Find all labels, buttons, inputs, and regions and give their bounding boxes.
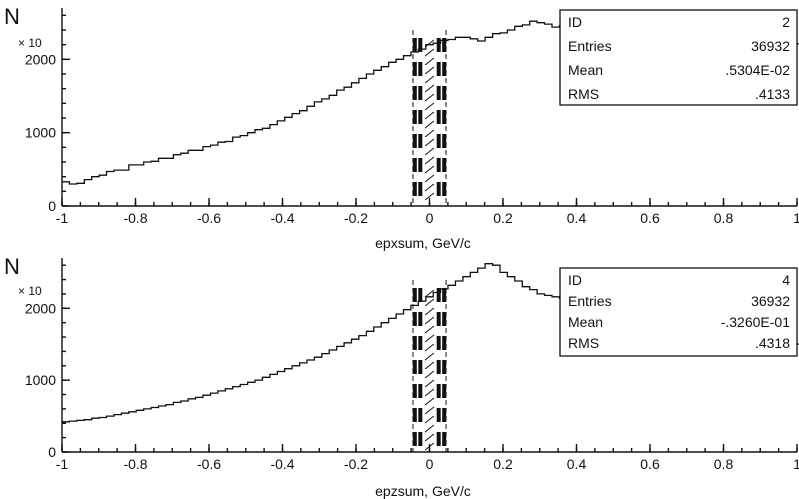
cut-window-hatch (424, 370, 435, 379)
x-tick-label: 0.2 (493, 456, 513, 472)
cut-window-hatch (424, 138, 435, 147)
cut-window-hatch (424, 48, 435, 57)
x-tick-label: 0.2 (493, 210, 513, 226)
stats-rms-label: RMS (568, 335, 599, 351)
plot-area: -1 -0.8 -0.6 -0.4 -0.2 0 0.2 0.4 0.6 0.8 1 0 1000 200… (25, 258, 799, 472)
cut-window-hatch (424, 183, 435, 192)
cut-window-hatch (424, 325, 435, 334)
y-tick-label: 1000 (25, 372, 56, 388)
stats-mean-label: Mean (568, 62, 603, 78)
y-multiplier-label: × 10 (18, 284, 42, 298)
histogram-panel-epzsum: N × 10 -1 -0.8 -0.6 -0.4 -0.2 0 0.2 0.4 0.6 0.8 10… (4, 254, 799, 499)
x-tick-label: 1 (793, 456, 799, 472)
stats-rms-value: .4133 (755, 86, 790, 102)
stats-id-label: ID (568, 272, 582, 288)
cut-window-hatch (424, 39, 435, 48)
x-axis-label: epxsum, GeV/c (375, 235, 471, 251)
x-tick-label: -0.4 (270, 210, 294, 226)
y-axis-label: N (4, 254, 20, 279)
cut-window-hatch (424, 406, 435, 415)
x-tick-label: -1 (56, 210, 69, 226)
stats-box-frame (559, 267, 798, 357)
cut-window-hatch (424, 57, 435, 66)
x-tick-label: 0.4 (567, 210, 587, 226)
x-tick-label: 0.6 (640, 210, 660, 226)
cut-window-hatch (424, 361, 435, 370)
y-axis-label: N (4, 4, 20, 29)
x-tick-label: -0.8 (123, 456, 147, 472)
cut-window-hatch (424, 120, 435, 129)
cut-window-hatch (424, 343, 435, 352)
x-tick-label: -1 (56, 456, 69, 472)
y-tick-label: 0 (48, 444, 56, 460)
x-tick-label: 1 (793, 210, 799, 226)
stats-rms-value: .4318 (755, 335, 790, 351)
y-tick-label: 1000 (25, 125, 56, 141)
stats-mean-label: Mean (568, 314, 603, 330)
stats-entries-label: Entries (568, 293, 612, 309)
cut-window-hatch (424, 93, 435, 102)
stats-box: ID 4 Entries 36932 Mean -.3260E-01 RMS .… (559, 267, 798, 357)
cut-window-hatch (424, 84, 435, 93)
x-tick-label: 0.8 (714, 456, 734, 472)
cut-window-hatch (424, 397, 435, 406)
cut-window-hatch (424, 165, 435, 174)
cut-window-hatch (424, 102, 435, 111)
cut-window-hatch (424, 111, 435, 120)
stats-id-value: 2 (782, 14, 790, 30)
stats-entries-value: 36932 (751, 38, 790, 54)
x-tick-label: -0.2 (344, 210, 368, 226)
x-tick-label: -0.6 (197, 210, 221, 226)
x-tick-label: 0 (426, 456, 434, 472)
stats-id-value: 4 (782, 272, 790, 288)
x-tick-label: -0.8 (123, 210, 147, 226)
stats-mean-value: .5304E-02 (725, 62, 790, 78)
stats-entries-value: 36932 (751, 293, 790, 309)
cut-window-hatch (424, 334, 435, 343)
stats-id-label: ID (568, 14, 582, 30)
x-tick-label: 0.6 (640, 456, 660, 472)
x-tick-label: 0 (426, 210, 434, 226)
stats-box-frame (559, 9, 798, 106)
cut-window-hatch (424, 388, 435, 397)
stats-rms-label: RMS (568, 86, 599, 102)
cut-window-hatch (424, 352, 435, 361)
stats-entries-label: Entries (568, 38, 612, 54)
stats-mean-value: -.3260E-01 (721, 314, 790, 330)
cut-window-hatch (424, 424, 435, 433)
cut-window-hatch (424, 442, 435, 451)
cut-window-hatch (424, 307, 435, 316)
cut-window-hatch (424, 147, 435, 156)
cut-window-hatch (424, 174, 435, 183)
x-tick-label: -0.2 (344, 456, 368, 472)
cut-window-hatch (424, 298, 435, 307)
y-tick-label: 2000 (25, 300, 56, 316)
cut-window-hatch (424, 75, 435, 84)
cut-window-hatch (424, 289, 435, 298)
y-multiplier-label: × 10 (18, 36, 42, 50)
y-tick-label: 0 (48, 198, 56, 214)
cut-window-hatch (424, 129, 435, 138)
cut-window-hatch (424, 433, 435, 442)
histogram-panel-epxsum: N × 10 -1 -0.8 -0.6 -0.4 -0.2 0 0.2 0.4 0.6 0.8 10… (4, 4, 799, 251)
cut-window-hatch (424, 66, 435, 75)
cut-window-hatch (424, 415, 435, 424)
cut-window-hatch (424, 379, 435, 388)
x-tick-label: -0.6 (197, 456, 221, 472)
cut-window-hatch (424, 316, 435, 325)
x-tick-label: 0.8 (714, 210, 734, 226)
cut-window-hatch (424, 192, 435, 201)
x-tick-label: -0.4 (270, 456, 294, 472)
cut-window-hatch (424, 156, 435, 165)
y-tick-label: 2000 (25, 51, 56, 67)
stats-box: ID 2 Entries 36932 Mean .5304E-02 RMS .4… (559, 9, 798, 106)
x-axis-label: epzsum, GeV/c (375, 483, 471, 499)
x-tick-label: 0.4 (567, 456, 587, 472)
